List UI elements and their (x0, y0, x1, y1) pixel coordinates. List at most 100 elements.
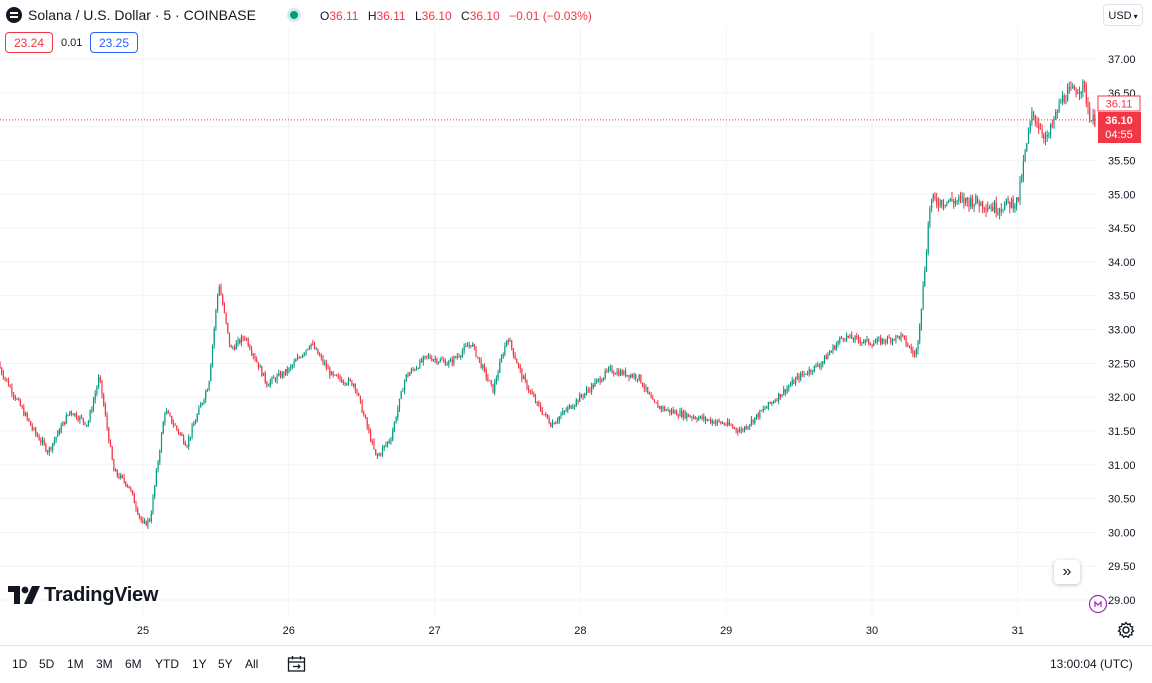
candle-body (1028, 131, 1029, 143)
candle-body (877, 339, 878, 342)
candle-body (71, 411, 72, 413)
candle-body (708, 419, 709, 420)
candle-body (134, 494, 135, 503)
candle-body (622, 371, 623, 375)
range-6m-button[interactable]: 6M (125, 657, 142, 671)
range-ytd-button[interactable]: YTD (155, 657, 179, 671)
candle-body (736, 428, 737, 430)
candle-body (118, 475, 119, 478)
candle-body (166, 412, 167, 414)
range-1y-button[interactable]: 1Y (192, 657, 207, 671)
candle-body (152, 497, 153, 514)
candle-body (1035, 115, 1036, 122)
candle-body (673, 410, 674, 413)
candle-body (277, 376, 278, 381)
candle-body (338, 376, 339, 377)
range-1d-button[interactable]: 1D (12, 657, 27, 671)
candle-body (188, 438, 189, 447)
candle-body (472, 345, 473, 346)
candle-body (107, 415, 108, 428)
candle-body (562, 411, 563, 414)
candle-body (110, 442, 111, 447)
candle-body (904, 336, 905, 338)
tradingview-logo-icon (8, 586, 40, 604)
calendar-icon[interactable] (287, 655, 306, 673)
candle-body (1070, 87, 1071, 88)
candle-body (57, 431, 58, 437)
scroll-to-realtime-button[interactable]: » (1054, 560, 1080, 584)
range-3m-button[interactable]: 3M (96, 657, 113, 671)
candle-body (447, 364, 448, 365)
candle-body (98, 378, 99, 387)
candle-body (203, 399, 204, 402)
candle-body (450, 360, 451, 362)
candle-body (457, 356, 458, 357)
candle-body (239, 340, 240, 343)
range-1m-button[interactable]: 1M (67, 657, 84, 671)
candle-body (574, 405, 575, 407)
candle-body (210, 364, 211, 381)
candle-body (27, 413, 28, 418)
price-chart[interactable]: 29.0029.5030.0030.5031.0031.5032.0032.50… (0, 0, 1152, 645)
candle-body (231, 346, 232, 348)
candle-body (690, 417, 691, 418)
candle-body (484, 365, 485, 369)
candles (0, 79, 1095, 529)
candle-body (929, 208, 930, 225)
candle-body (452, 360, 453, 364)
range-all-button[interactable]: All (245, 657, 258, 671)
range-5d-button[interactable]: 5D (39, 657, 54, 671)
candle-body (846, 336, 847, 340)
candle-body (241, 337, 242, 343)
candle-body (535, 397, 536, 403)
candle-body (900, 334, 901, 339)
candle-body (5, 378, 6, 379)
candle-body (113, 460, 114, 472)
candle-body (668, 410, 669, 411)
candle-body (428, 356, 429, 357)
candle-body (88, 421, 89, 424)
candle-body (83, 418, 84, 422)
candle-body (749, 425, 750, 427)
candle-body (346, 384, 347, 385)
candle-body (564, 411, 565, 412)
candle-body (384, 446, 385, 448)
candle-body (849, 335, 850, 338)
candle-body (674, 411, 675, 413)
candle-body (866, 339, 867, 340)
candle-body (894, 339, 895, 340)
gear-icon[interactable] (1117, 621, 1135, 639)
candle-body (804, 374, 805, 375)
candle-body (234, 348, 235, 350)
candle-body (192, 426, 193, 436)
y-tick-label: 34.50 (1108, 223, 1136, 235)
candle-body (577, 400, 578, 402)
candle-body (25, 413, 26, 415)
candle-body (734, 428, 735, 429)
candle-body (756, 414, 757, 417)
candle-body (419, 360, 420, 368)
candle-body (40, 440, 41, 442)
candle-body (836, 344, 837, 349)
candle-body (1001, 209, 1002, 210)
candle-body (91, 410, 92, 412)
candle-body (537, 402, 538, 403)
clock-time[interactable]: 13:00:04 (UTC) (1050, 657, 1133, 671)
candle-body (20, 400, 21, 406)
candle-body (372, 441, 373, 442)
tradingview-logo[interactable]: TradingView (8, 583, 158, 607)
candle-body (649, 392, 650, 394)
candle-body (380, 454, 381, 455)
range-5y-button[interactable]: 5Y (218, 657, 233, 671)
candle-body (785, 389, 786, 392)
candle-body (1069, 87, 1070, 90)
candle-body (175, 425, 176, 426)
y-tick-label: 31.00 (1108, 460, 1136, 472)
candle-body (379, 454, 380, 456)
candle-body (926, 253, 927, 271)
candle-body (1019, 181, 1020, 201)
candle-body (695, 417, 696, 419)
candle-body (154, 486, 155, 497)
candle-body (1082, 81, 1083, 91)
indicator-icon[interactable] (1088, 594, 1108, 614)
